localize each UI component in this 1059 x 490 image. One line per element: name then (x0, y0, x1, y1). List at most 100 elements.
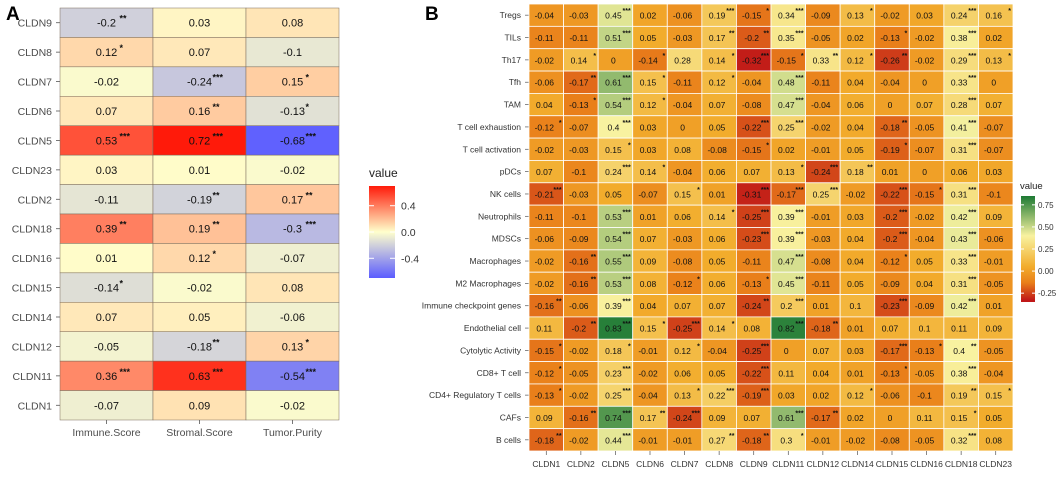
b-cell-value-th17-cldn18: 0.29 (951, 55, 968, 65)
b-cell-stars-mdscs-cldn11: *** (795, 232, 803, 239)
b-cell-stars-th17-cldn23: * (1008, 53, 1011, 60)
b-cell-stars-cytolytic-activity-cldn18: ** (971, 343, 977, 350)
b-cell-stars-m2-macrophages-cldn2: ** (591, 276, 597, 283)
b-cell-stars-b-cells-cldn8: ** (729, 433, 735, 440)
heatmap-cell-cldn15-tumor-purity (245, 272, 340, 303)
b-cell-value-cytolytic-activity-cldn5: 0.18 (605, 346, 622, 356)
b-cell-value-t-cell-activation-cldn23: -0.07 (984, 145, 1004, 155)
cell-value-cldn12-tumor-purity: 0.13 (282, 341, 303, 353)
row-label-cldn16: CLDN16 (12, 253, 52, 265)
b-cell-value-immune-checkpoint-genes-cldn14: 0.1 (850, 301, 862, 311)
b-cell-value-cytolytic-activity-cldn1: -0.15 (535, 346, 555, 356)
b-cell-stars-immune-checkpoint-genes-cldn11: *** (795, 299, 803, 306)
b-cell-value-b-cells-cldn11: 0.3 (780, 435, 792, 445)
b-cell-value-mdscs-cldn8: 0.06 (709, 234, 726, 244)
row-label-cldn2: CLDN2 (18, 194, 53, 206)
b-cell-value-nk-cells-cldn11: -0.17 (777, 189, 797, 199)
cell-value-cldn9-tumor-purity: 0.08 (282, 18, 303, 30)
b-cell-stars-cd8-t-cell-cldn1: * (559, 366, 562, 373)
row-label-cldn14: CLDN14 (12, 312, 52, 324)
b-row-label-tfh: Tfh (509, 77, 522, 87)
b-cell-stars-cafs-cldn5: *** (623, 410, 631, 417)
b-cell-value-tils-cldn8: 0.17 (709, 33, 726, 43)
b-row-label-m2-macrophages: M2 Macrophages (455, 278, 521, 288)
b-row-label-b-cells: B cells (496, 435, 521, 445)
b-cell-value-cafs-cldn12: -0.17 (811, 413, 831, 423)
b-cell-value-endothelial-cell-cldn16: 0.1 (919, 324, 931, 334)
b-cell-stars-cd8-t-cell-cldn5: *** (623, 366, 631, 373)
b-cell-value-mdscs-cldn6: 0.07 (640, 234, 657, 244)
b-cell-value-mdscs-cldn2: -0.09 (569, 234, 589, 244)
cell-value-cldn16-tumor-purity: -0.07 (280, 253, 305, 265)
b-cell-value-cytolytic-activity-cldn6: -0.01 (638, 346, 658, 356)
b-cell-value-cafs-cldn16: 0.11 (917, 413, 933, 423)
b-cell-value-neutrophils-cldn18: 0.42 (951, 212, 968, 222)
b-cell-value-b-cells-cldn5: 0.44 (605, 435, 622, 445)
b-cell-value-tregs-cldn5: 0.45 (605, 11, 622, 21)
b-cell-stars-endothelial-cell-cldn2: ** (591, 321, 597, 328)
b-cell-value-macrophages-cldn6: 0.09 (640, 257, 657, 267)
b-cell-stars-tam-cldn5: *** (623, 98, 631, 105)
b-cell-stars-tfh-cldn2: ** (591, 75, 597, 82)
b-cell-value-tils-cldn7: -0.03 (673, 33, 693, 43)
b-cell-value-tfh-cldn18: 0.33 (951, 78, 968, 88)
cell-stars-cldn7-stromal-score: *** (213, 73, 224, 83)
b-cell-value-th17-cldn11: -0.15 (777, 55, 797, 65)
b-cell-value-nk-cells-cldn15: -0.22 (880, 189, 900, 199)
b-cell-value-m2-macrophages-cldn7: -0.12 (673, 279, 693, 289)
b-cell-value-endothelial-cell-cldn6: 0.15 (640, 324, 657, 334)
b-cell-value-t-cell-activation-cldn7: 0.08 (674, 145, 691, 155)
heatmap-cell-cldn18-tumor-purity (245, 213, 340, 244)
cell-stars-cldn5-stromal-score: *** (213, 131, 224, 141)
b-cell-stars-macrophages-cldn5: *** (623, 254, 631, 261)
b-cell-value-t-cell-activation-cldn8: -0.08 (707, 145, 727, 155)
cell-value-cldn7-stromal-score: -0.24 (187, 77, 212, 89)
b-cell-value-t-cell-exhaustion-cldn7: 0 (680, 122, 685, 132)
b-col-label-cldn14: CLDN14 (841, 459, 874, 469)
b-cell-value-nk-cells-cldn7: 0.15 (674, 189, 691, 199)
cell-value-cldn2-immune-score: -0.11 (94, 194, 118, 206)
b-cell-value-cd8-t-cell-cldn9: -0.22 (742, 368, 762, 378)
b-cell-stars-tregs-cldn14: * (870, 8, 873, 15)
b-cell-stars-endothelial-cell-cldn5: *** (623, 321, 631, 328)
b-cell-value-tregs-cldn7: -0.06 (673, 11, 693, 21)
b-col-label-cldn6: CLDN6 (636, 459, 664, 469)
b-cell-value-cytolytic-activity-cldn7: 0.12 (674, 346, 691, 356)
b-col-label-cldn7: CLDN7 (671, 459, 699, 469)
b-cell-stars-tfh-cldn18: *** (968, 75, 976, 82)
b-row-label-tregs: Tregs (500, 10, 521, 20)
b-cell-value-cytolytic-activity-cldn23: -0.05 (984, 346, 1004, 356)
row-label-cldn18: CLDN18 (12, 224, 52, 236)
b-cell-value-tam-cldn14: 0.06 (847, 100, 864, 110)
b-cell-stars-th17-cldn12: ** (833, 53, 839, 60)
b-cell-value-t-cell-exhaustion-cldn12: -0.02 (811, 122, 831, 132)
heatmap-cell-cldn14-immune-score (59, 302, 154, 332)
b-cell-value-nk-cells-cldn2: -0.03 (569, 189, 589, 199)
b-cell-value-tfh-cldn15: -0.04 (880, 78, 900, 88)
b-cell-stars-m2-macrophages-cldn5: *** (623, 276, 631, 283)
b-cell-value-immune-checkpoint-genes-cldn12: 0.01 (813, 301, 830, 311)
b-cell-stars-mdscs-cldn18: *** (968, 232, 976, 239)
b-cell-value-neutrophils-cldn23: 0.09 (985, 212, 1002, 222)
heatmap-cell-cldn7-stromal-score (152, 66, 247, 97)
cell-value-cldn23-tumor-purity: -0.02 (280, 165, 305, 177)
b-cell-value-tam-cldn5: 0.54 (605, 100, 622, 110)
b-cell-value-macrophages-cldn11: 0.47 (778, 257, 795, 267)
heatmap-cell-cldn8-stromal-score (152, 37, 247, 68)
b-cell-stars-pdcs-cldn5: *** (623, 165, 631, 172)
b-cell-stars-nk-cells-cldn7: * (697, 187, 700, 194)
b-cell-value-nk-cells-cldn14: -0.02 (846, 189, 866, 199)
b-cell-value-tregs-cldn6: 0.02 (640, 11, 657, 21)
b-cell-stars-tam-cldn2: * (593, 98, 596, 105)
b-cell-value-endothelial-cell-cldn8: 0.14 (709, 324, 726, 334)
b-row-label-endothelial-cell: Endothelial cell (464, 323, 521, 333)
b-cell-value-cd8-t-cell-cldn23: -0.04 (984, 368, 1004, 378)
b-cell-value-cytolytic-activity-cldn15: -0.17 (880, 346, 900, 356)
cell-value-cldn9-stromal-score: 0.03 (189, 18, 210, 30)
b-cell-value-tils-cldn15: -0.13 (880, 33, 900, 43)
b-cell-value-cafs-cldn11: 0.61 (778, 413, 795, 423)
cell-stars-cldn6-tumor-purity: * (306, 102, 310, 112)
heatmap-cell-cldn2-tumor-purity (245, 184, 340, 215)
b-cell-value-nk-cells-cldn12: 0.25 (813, 189, 830, 199)
